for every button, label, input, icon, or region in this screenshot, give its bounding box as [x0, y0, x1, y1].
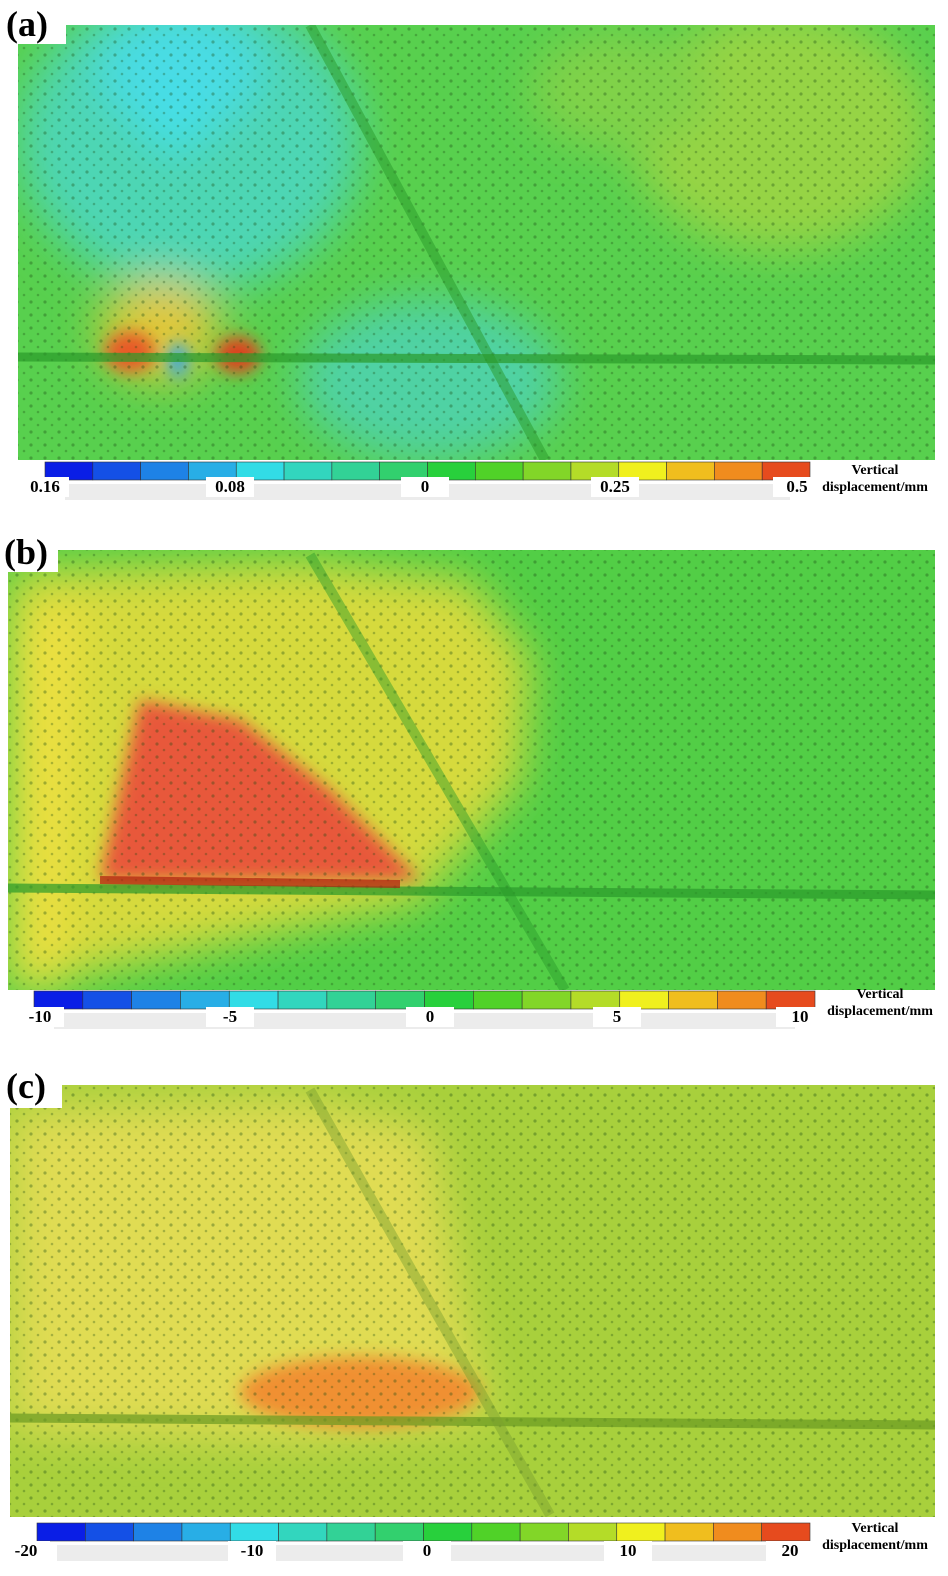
panel-label: (c) [6, 1066, 46, 1106]
colorbar-segment [521, 990, 572, 1010]
colorbar-title: Vertical [857, 987, 904, 1002]
colorbar-segment [761, 1522, 811, 1542]
colorbar-segment [616, 1522, 666, 1542]
colorbar-segment [375, 990, 425, 1010]
colorbar-tick-label: 0.25 [600, 477, 630, 496]
colorbar-segment [714, 461, 763, 481]
colorbar-segment [331, 461, 380, 481]
colorbar-segment [475, 461, 524, 481]
colorbar-segment [473, 990, 523, 1010]
tick-label-background [206, 477, 254, 497]
tick-label-background [403, 1541, 451, 1561]
colorbar-tick-label: 10 [792, 1007, 809, 1026]
colorbar-segment [140, 461, 189, 481]
colorbar-tick-label: 10 [620, 1541, 637, 1560]
contour-image-c [10, 1085, 935, 1517]
colorbar-tick-label: -5 [223, 1007, 237, 1026]
colorbar-segment [668, 990, 718, 1010]
tick-label-background [206, 1007, 254, 1027]
colorbar-segment [619, 990, 669, 1010]
panel-label: (a) [6, 4, 48, 44]
colorbar-tick-label: 0 [426, 1007, 435, 1026]
colorbar-segment [92, 461, 141, 481]
tick-label-background [228, 1541, 276, 1561]
colorbar-segment [82, 990, 132, 1010]
colorbar-segment [423, 1522, 473, 1542]
colorbar-tick-label: -10 [29, 1007, 52, 1026]
colorbar-tick-label: 0.5 [786, 477, 807, 496]
colorbar-segment [85, 1522, 134, 1542]
colorbar-tick-label: 20 [782, 1541, 799, 1560]
colorbar-segment [133, 1522, 183, 1542]
colorbar-segment [666, 461, 715, 481]
colorbar-tick-label: 0.08 [215, 477, 245, 496]
colorbar-segment [568, 1522, 618, 1542]
tick-label-background [401, 477, 449, 497]
colorbar-title: Vertical [852, 463, 899, 478]
panel-label: (b) [4, 532, 48, 572]
colorbar-segment [326, 1522, 376, 1542]
colorbar-title: Vertical [852, 1521, 899, 1536]
colorbar-segment [522, 461, 572, 481]
tick-label-background [766, 1541, 814, 1561]
tick-label-background [16, 1007, 64, 1027]
tick-label-background [591, 477, 639, 497]
colorbar-segment [283, 461, 333, 481]
colorbar-tick-label: -20 [15, 1541, 38, 1560]
colorbar-tick-label: 0.16 [30, 477, 60, 496]
tick-label-background [21, 477, 69, 497]
colorbar-tick-label: 0 [421, 477, 430, 496]
colorbar-segment [519, 1522, 569, 1542]
colorbar-segment [713, 1522, 762, 1542]
colorbar-title: displacement/mm [827, 1004, 933, 1019]
tick-label-background [2, 1541, 50, 1561]
tick-label-background [773, 477, 821, 497]
colorbar-tick-label: -10 [241, 1541, 264, 1560]
tick-label-background [406, 1007, 454, 1027]
colorbar-segment [326, 990, 376, 1010]
colorbar-title: displacement/mm [822, 480, 928, 495]
colorbar-segment [471, 1522, 521, 1542]
tick-label-background [604, 1541, 652, 1561]
colorbar-segment [229, 1522, 279, 1542]
colorbar-segment [664, 1522, 714, 1542]
tick-label-background [776, 1007, 824, 1027]
colorbar-segment [131, 990, 181, 1010]
colorbar-title: displacement/mm [822, 1538, 928, 1553]
colorbar-segment [181, 1522, 231, 1542]
contour-image-b [8, 550, 935, 990]
colorbar-segment [374, 1522, 424, 1542]
colorbar-segment [278, 1522, 328, 1542]
colorbar-segment [277, 990, 328, 1010]
colorbar-segment [717, 990, 767, 1010]
tick-label-background [593, 1007, 641, 1027]
colorbar-segment [36, 1522, 86, 1542]
colorbar-tick-label: 0 [423, 1541, 432, 1560]
colorbar-tick-label: 5 [613, 1007, 622, 1026]
contour-image-a [18, 25, 935, 460]
